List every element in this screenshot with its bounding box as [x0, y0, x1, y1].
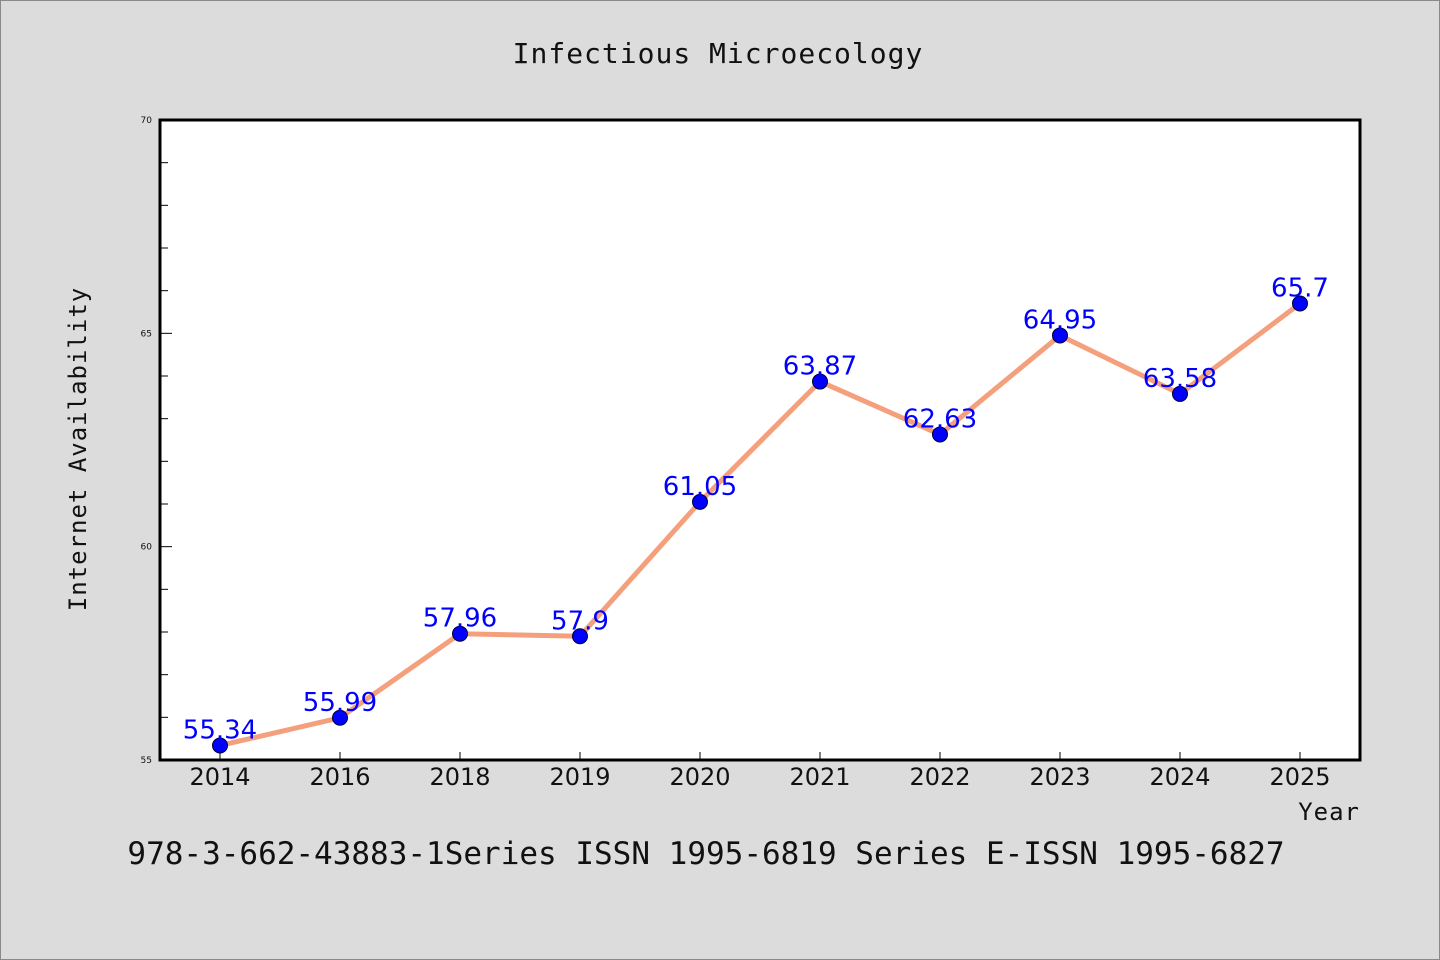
x-tick-label: 2018 [429, 763, 490, 791]
data-label: 57.96 [423, 604, 497, 634]
x-tick-label: 2014 [189, 763, 250, 791]
data-point [212, 737, 228, 754]
data-point [932, 426, 948, 443]
x-tick-label: 2022 [909, 763, 970, 791]
data-label: 65.7 [1271, 273, 1329, 303]
series-line [217, 300, 1303, 748]
plot-area [158, 118, 1362, 762]
x-axis: 2014 2016 2018 2019 2020 2021 2022 2023 2024 2025 [189, 752, 1331, 791]
x-tick-label: 2016 [309, 763, 370, 791]
data-point [452, 625, 468, 642]
y-axis-label: Internet Availability [64, 287, 92, 611]
data-label: 55.34 [183, 715, 257, 745]
x-tick-label: 2023 [1029, 763, 1090, 791]
data-point [812, 373, 828, 390]
data-label: 62.63 [903, 404, 977, 434]
data-label: 63.87 [783, 352, 857, 382]
y-tick-label: 55 [141, 756, 152, 766]
series-layer: 55.34 55.99 57.96 57.9 61.05 63.87 62.63 64.95 6… [183, 273, 1329, 754]
x-axis-label: Year [1298, 798, 1360, 826]
data-point [1052, 327, 1068, 344]
y-tick-label: 60 [141, 543, 153, 553]
x-tick-label: 2021 [789, 763, 850, 791]
x-tick-label: 2019 [549, 763, 610, 791]
x-tick-label: 2020 [669, 763, 730, 791]
x-tick-label: 2024 [1149, 763, 1210, 791]
data-point [1172, 385, 1188, 402]
data-point [572, 628, 588, 645]
data-label: 64.95 [1023, 305, 1097, 335]
data-point [692, 493, 708, 510]
y-tick-label: 70 [141, 116, 153, 126]
y-tick-label: 65 [141, 329, 152, 339]
data-label: 61.05 [663, 472, 737, 502]
data-label: 63.58 [1143, 364, 1217, 394]
y-axis: 55 60 65 70 [141, 116, 172, 766]
data-point [1292, 295, 1308, 312]
data-label: 55.99 [303, 688, 377, 718]
data-point [332, 709, 348, 726]
chart-title: Infectious Microecology [513, 37, 924, 70]
x-tick-label: 2025 [1269, 763, 1330, 791]
footer-isbn-text: 978-3-662-43883-1Series ISSN 1995-6819 S… [127, 836, 1284, 872]
data-label: 57.9 [551, 606, 609, 636]
